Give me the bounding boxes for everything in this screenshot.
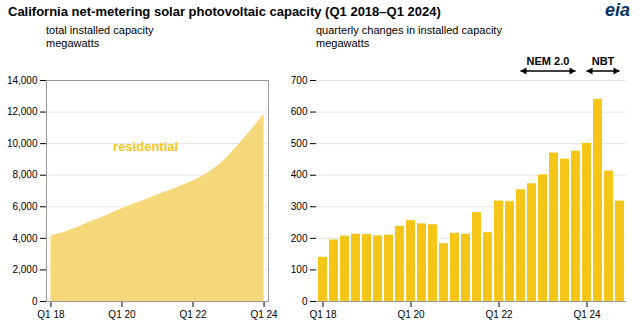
- svg-text:600: 600: [291, 106, 308, 117]
- svg-text:Q1 22: Q1 22: [179, 309, 207, 320]
- svg-text:700: 700: [291, 75, 308, 86]
- svg-text:NEM 2.0: NEM 2.0: [527, 55, 570, 67]
- html-text:megawatts: megawatts: [46, 37, 100, 49]
- svg-text:Q1 18: Q1 18: [37, 309, 65, 320]
- svg-text:14,000: 14,000: [7, 75, 38, 86]
- svg-text:4,000: 4,000: [12, 233, 37, 244]
- html-text:quarterly changes in installed: quarterly changes in installed capacity: [316, 24, 502, 36]
- html-text:megawatts: megawatts: [316, 37, 370, 49]
- svg-text:6,000: 6,000: [12, 201, 37, 212]
- html-text:California net-metering solar: California net-metering solar photovolta…: [8, 4, 441, 19]
- svg-text:Q1 18: Q1 18: [309, 309, 337, 320]
- svg-text:Q1 24: Q1 24: [250, 309, 278, 320]
- svg-text:Q1 20: Q1 20: [397, 309, 425, 320]
- svg-text:residential: residential: [113, 139, 178, 154]
- svg-text:0: 0: [302, 296, 308, 307]
- svg-text:0: 0: [32, 296, 38, 307]
- svg-text:100: 100: [291, 264, 308, 275]
- svg-text:2,000: 2,000: [12, 264, 37, 275]
- svg-text:Q1 20: Q1 20: [108, 309, 136, 320]
- svg-text:NBT: NBT: [592, 55, 615, 67]
- svg-text:Q1 22: Q1 22: [485, 309, 513, 320]
- svg-text:8,000: 8,000: [12, 169, 37, 180]
- svg-text:300: 300: [291, 201, 308, 212]
- svg-text:500: 500: [291, 138, 308, 149]
- html-text:total installed capacity: total installed capacity: [46, 24, 154, 36]
- html-text:eia: eia: [605, 0, 630, 20]
- svg-text:12,000: 12,000: [7, 106, 38, 117]
- svg-text:400: 400: [291, 169, 308, 180]
- svg-text:Q1 24: Q1 24: [573, 309, 601, 320]
- svg-text:200: 200: [291, 233, 308, 244]
- svg-text:10,000: 10,000: [7, 138, 38, 149]
